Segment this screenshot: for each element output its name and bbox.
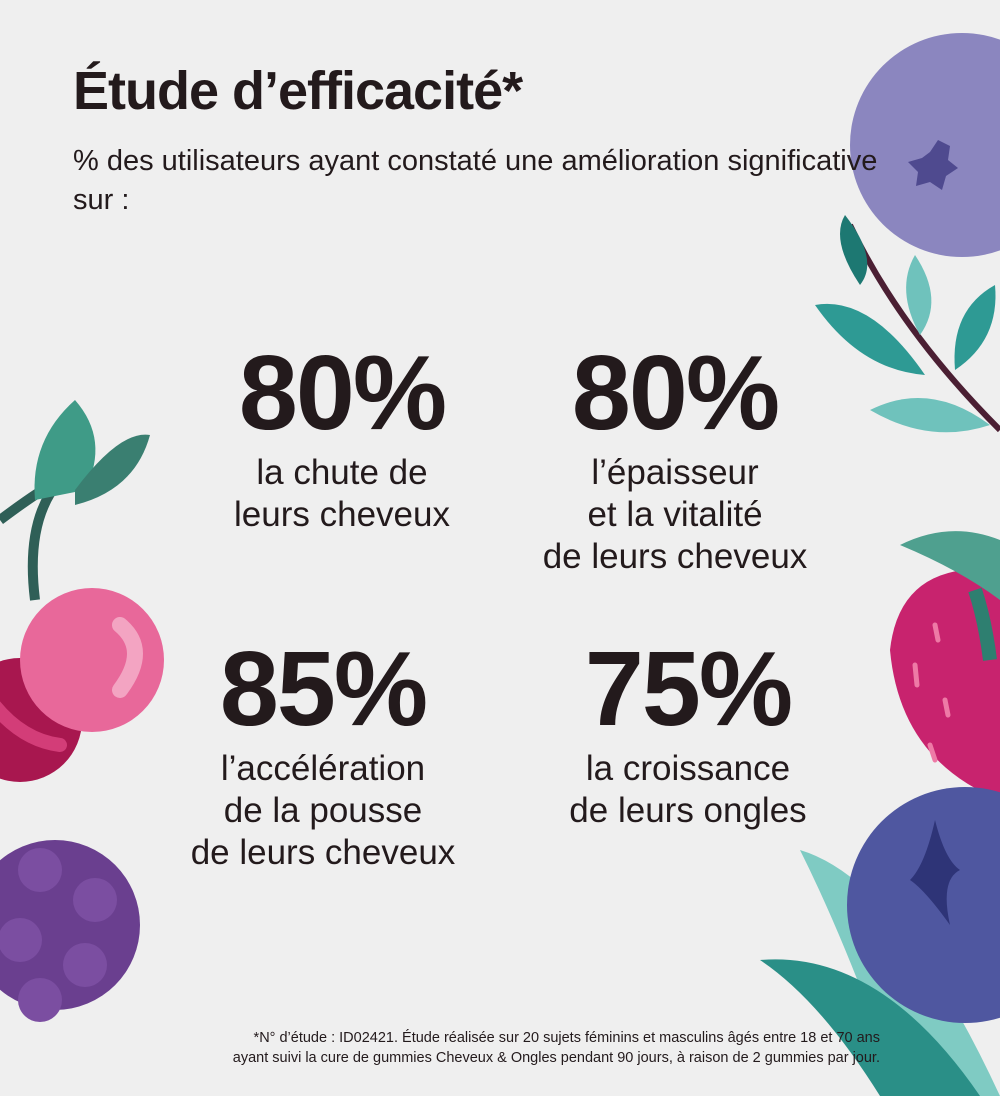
stat-label-line: la croissance (585, 749, 791, 788)
cherry-icon (0, 400, 164, 782)
stat-label: l’épaisseur et la vitalité de leurs chev… (475, 452, 875, 578)
stat-label: l’accélération de la pousse de leurs che… (123, 748, 523, 874)
stat-value: 85% (219, 630, 428, 748)
footnote: *N° d’étude : ID02421. Étude réalisée su… (140, 1028, 880, 1068)
raspberry-icon (0, 840, 140, 1022)
footnote-line: ayant suivi la cure de gummies Cheveux &… (232, 1050, 880, 1066)
strawberry-icon (890, 531, 1000, 800)
leaf-branch-icon (815, 215, 1000, 433)
stat-growth: 85% l’accélération de la pousse de leurs… (123, 636, 523, 874)
stat-label-line: de leurs ongles (569, 791, 807, 830)
stat-label-line: et la vitalité (587, 495, 763, 534)
stat-hair-loss: 80% la chute de leurs cheveux (142, 340, 542, 536)
stat-value: 80% (571, 334, 780, 452)
subtitle: % des utilisateurs ayant constaté une am… (73, 145, 878, 216)
stat-value: 80% (238, 334, 447, 452)
stat-label: la croissance de leurs ongles (488, 748, 888, 832)
stat-label-line: la chute de (256, 453, 428, 492)
blueberry-top-icon (850, 33, 1000, 257)
stat-label-line: l’accélération (220, 749, 426, 788)
stat-label-line: de leurs cheveux (190, 833, 456, 872)
stat-label: la chute de leurs cheveux (142, 452, 542, 536)
stat-label-line: de la pousse (223, 791, 423, 830)
stat-label-line: leurs cheveux (234, 495, 450, 534)
stat-nails: 75% la croissance de leurs ongles (488, 636, 888, 832)
stat-thickness: 80% l’épaisseur et la vitalité de leurs … (475, 340, 875, 578)
blueberry-bottom-icon (760, 787, 1000, 1096)
stat-label-line: de leurs cheveux (542, 537, 808, 576)
page-title: Étude d’efficacité* (73, 61, 523, 121)
stat-label-line: l’épaisseur (591, 453, 759, 492)
stat-value: 75% (584, 630, 793, 748)
footnote-line: *N° d’étude : ID02421. Étude réalisée su… (253, 1030, 880, 1046)
